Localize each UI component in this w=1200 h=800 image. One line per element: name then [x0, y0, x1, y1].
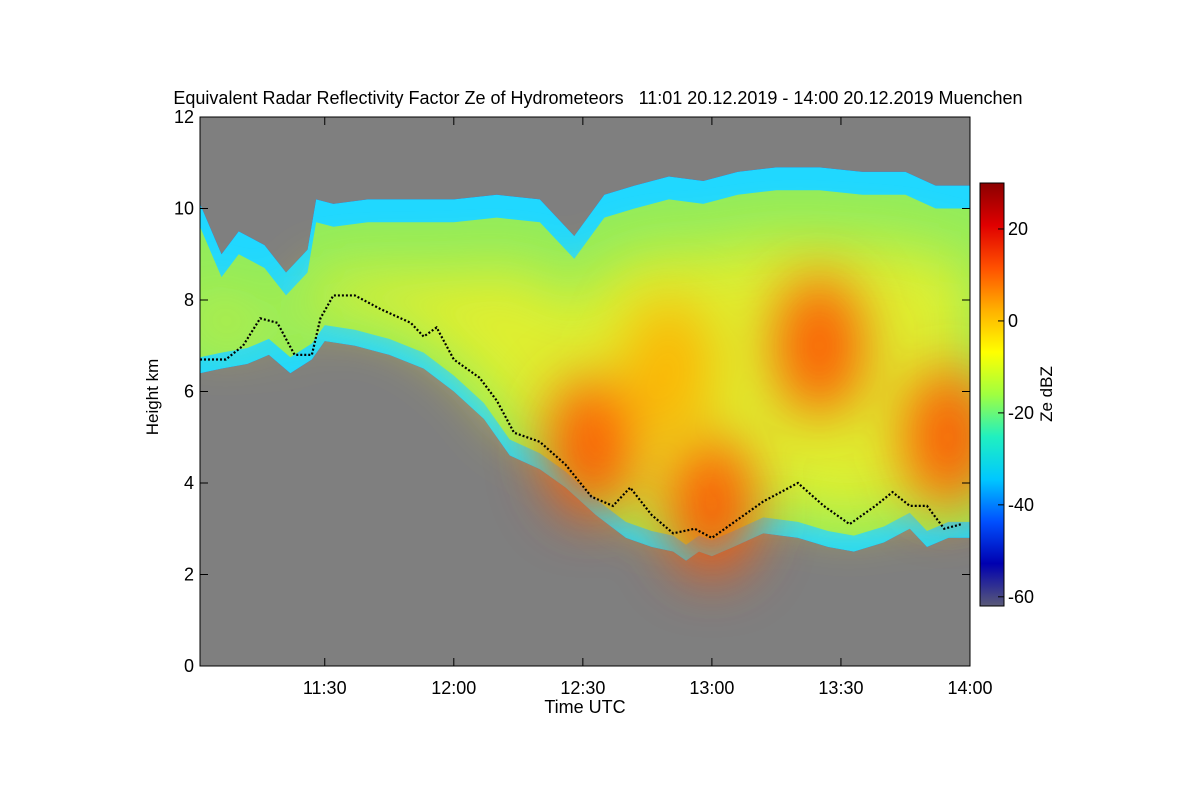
- x-tick-label: 11:30: [303, 678, 347, 698]
- echo-layer: [200, 167, 970, 576]
- y-tick-label: 4: [184, 473, 194, 493]
- reflectivity-core: [666, 435, 757, 576]
- y-axis: 0 2 4 6 8 10 12: [174, 107, 970, 676]
- x-tick-label: 13:30: [818, 678, 863, 698]
- x-tick-label: 13:00: [689, 678, 734, 698]
- x-tick-label: 12:00: [431, 678, 476, 698]
- reflectivity-core: [546, 376, 637, 517]
- chart-title: Equivalent Radar Reflectivity Factor Ze …: [173, 88, 1022, 108]
- colorbar-tick-label: 20: [1008, 219, 1028, 239]
- reflectivity-core: [903, 367, 970, 508]
- colorbar-tick-label: -40: [1008, 495, 1034, 515]
- y-tick-label: 0: [184, 656, 194, 676]
- y-axis-label: Height km: [143, 359, 162, 436]
- colorbar-tick-label: -60: [1008, 587, 1034, 607]
- y-tick-label: 10: [174, 199, 194, 219]
- colorbar-ticks: -60 -40 -20 0 20: [998, 219, 1034, 607]
- x-tick-label: 12:30: [560, 678, 605, 698]
- reflectivity-cores: [546, 275, 970, 576]
- colorbar: [979, 182, 1005, 607]
- colorbar-tick-label: -20: [1008, 403, 1034, 423]
- x-axis: 11:30 12:00 12:30 13:00 13:30 14:00: [303, 117, 993, 698]
- y-tick-label: 8: [184, 290, 194, 310]
- reflectivity-core: [774, 275, 865, 416]
- colorbar-label: Ze dBZ: [1037, 366, 1056, 422]
- colorbar-tick-label: 0: [1008, 311, 1018, 331]
- x-tick-label: 14:00: [947, 678, 992, 698]
- y-tick-label: 12: [174, 107, 194, 127]
- x-axis-label: Time UTC: [544, 697, 625, 717]
- y-tick-label: 2: [184, 565, 194, 585]
- y-tick-label: 6: [184, 382, 194, 402]
- reflectivity-core: [623, 298, 714, 439]
- melting-layer-line: [200, 294, 962, 540]
